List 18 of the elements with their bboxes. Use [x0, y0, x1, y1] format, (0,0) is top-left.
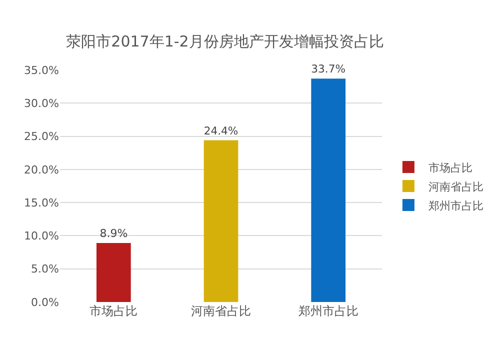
chart-title: 荥阳市2017年1-2月份房地产开发增幅投资占比	[66, 32, 384, 51]
y-tick-label: 25.0%	[24, 130, 59, 144]
y-tick-label: 10.0%	[24, 230, 59, 243]
data-label: 8.9%	[100, 227, 128, 240]
x-tick-label: 河南省占比	[191, 304, 251, 318]
legend-label: 河南省占比	[428, 180, 484, 194]
legend-label: 郑州市占比	[428, 199, 484, 212]
x-tick-label: 郑州市占比	[298, 304, 358, 318]
y-tick-label: 0.0%	[31, 296, 59, 309]
y-tick-label: 35.0%	[24, 64, 59, 77]
data-label: 33.7%	[311, 62, 346, 76]
x-tick-label: 市场占比	[90, 304, 138, 318]
y-tick-label: 20.0%	[24, 163, 59, 176]
data-label: 24.4%	[204, 124, 238, 138]
legend-label: 市场占比	[428, 161, 472, 174]
y-tick-label: 5.0%	[31, 262, 59, 276]
y-tick-label: 30.0%	[24, 96, 59, 110]
y-tick-label: 15.0%	[24, 196, 59, 210]
